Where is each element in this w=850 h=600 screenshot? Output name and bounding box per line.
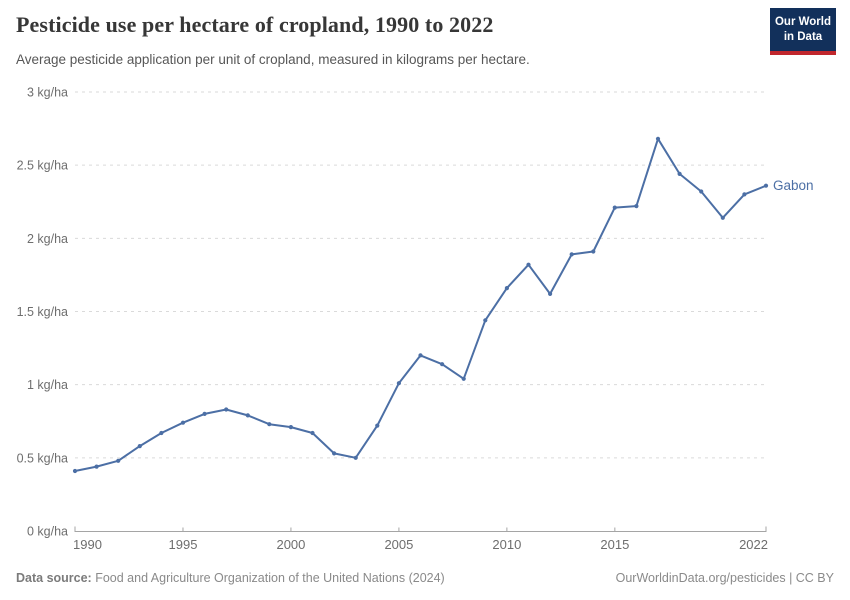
x-tick-label: 1990: [73, 537, 102, 552]
data-point[interactable]: [116, 458, 121, 463]
data-point[interactable]: [267, 422, 272, 427]
x-tick-label: 2015: [600, 537, 629, 552]
data-point[interactable]: [288, 425, 293, 430]
page-title: Pesticide use per hectare of cropland, 1…: [16, 12, 494, 37]
data-point[interactable]: [396, 381, 401, 386]
owid-logo-line1: Our World: [774, 16, 831, 28]
data-point[interactable]: [634, 204, 639, 209]
data-point[interactable]: [548, 291, 553, 296]
y-tick-label: 0.5 kg/ha: [17, 451, 68, 465]
x-tick-label: 2022: [739, 537, 768, 552]
x-tick-label: 2005: [384, 537, 413, 552]
data-point[interactable]: [655, 136, 661, 141]
x-tick-label: 2010: [492, 537, 521, 552]
data-point[interactable]: [612, 205, 617, 210]
data-line[interactable]: [74, 137, 767, 472]
data-point[interactable]: [245, 413, 250, 418]
data-point[interactable]: [94, 464, 99, 469]
data-point[interactable]: [72, 468, 78, 474]
data-point[interactable]: [180, 420, 186, 425]
data-point[interactable]: [159, 430, 164, 436]
x-axis-line: [74, 526, 767, 532]
data-point[interactable]: [483, 318, 488, 323]
data-point[interactable]: [720, 215, 725, 220]
y-tick-label: 2 kg/ha: [27, 232, 68, 246]
chart-footer: Data source: Food and Agriculture Organi…: [16, 571, 834, 585]
data-point[interactable]: [461, 376, 466, 381]
chart-subtitle: Average pesticide application per unit o…: [16, 52, 530, 67]
y-tick-label: 2.5 kg/ha: [17, 159, 68, 173]
y-tick-label: 1 kg/ha: [27, 378, 68, 392]
data-source-label: Data source:: [16, 571, 92, 585]
data-point[interactable]: [224, 407, 229, 412]
data-point[interactable]: [332, 451, 337, 456]
data-point[interactable]: [763, 183, 769, 188]
x-tick-label: 2000: [276, 537, 305, 552]
data-source: Data source: Food and Agriculture Organi…: [16, 571, 445, 585]
data-point[interactable]: [699, 189, 704, 194]
credit-link[interactable]: OurWorldinData.org/pesticides | CC BY: [615, 571, 834, 585]
owid-logo-line2: in Data: [783, 30, 823, 43]
data-point[interactable]: [677, 171, 682, 176]
data-source-text: Food and Agriculture Organization of the…: [91, 571, 445, 585]
y-tick-label: 1.5 kg/ha: [17, 305, 68, 319]
data-point[interactable]: [440, 362, 445, 367]
x-tick-label: 1995: [169, 537, 198, 552]
owid-logo[interactable]: Our World in Data: [770, 8, 836, 55]
y-tick-label: 3 kg/ha: [27, 86, 68, 100]
series-label[interactable]: Gabon: [773, 178, 814, 193]
y-tick-label: 0 kg/ha: [27, 525, 68, 539]
data-point[interactable]: [591, 249, 596, 254]
data-point[interactable]: [418, 353, 423, 358]
data-point[interactable]: [504, 286, 509, 291]
data-point[interactable]: [526, 262, 531, 267]
data-point[interactable]: [742, 192, 747, 197]
data-point[interactable]: [202, 411, 207, 416]
data-point[interactable]: [310, 430, 315, 436]
data-point[interactable]: [353, 455, 358, 460]
data-point[interactable]: [569, 252, 574, 257]
data-point[interactable]: [137, 444, 142, 449]
data-point[interactable]: [375, 423, 380, 428]
